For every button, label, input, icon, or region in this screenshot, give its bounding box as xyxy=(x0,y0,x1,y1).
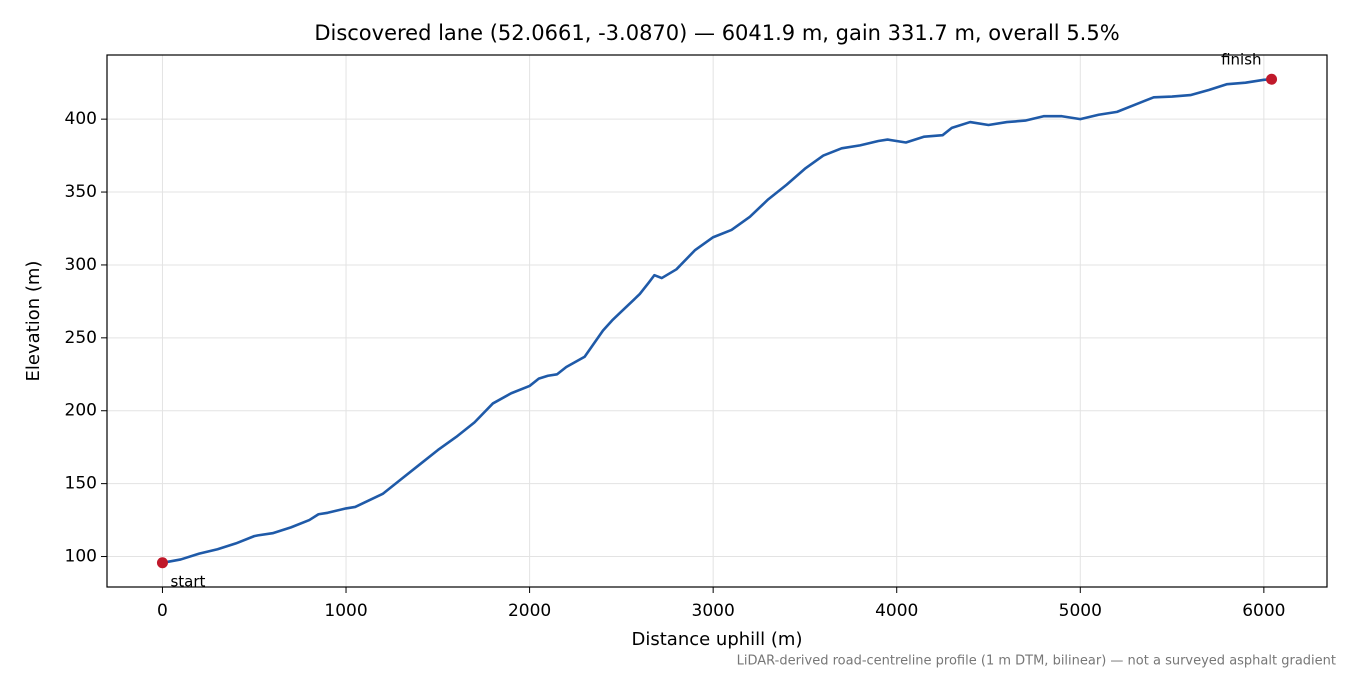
y-axis-label: Elevation (m) xyxy=(23,261,44,382)
x-tick-label: 2000 xyxy=(508,601,551,621)
endpoint-marker xyxy=(156,557,168,569)
y-tick-label: 250 xyxy=(65,328,97,348)
x-tick-label: 0 xyxy=(157,601,168,621)
x-tick-label: 5000 xyxy=(1059,601,1102,621)
y-tick-label: 100 xyxy=(65,547,97,567)
y-tick-label: 200 xyxy=(65,401,97,421)
y-tick-label: 150 xyxy=(65,474,97,494)
y-tick-label: 350 xyxy=(65,182,97,202)
x-axis-label: Distance uphill (m) xyxy=(632,629,803,650)
chart-title: Discovered lane (52.0661, -3.0870) — 604… xyxy=(314,21,1119,45)
plot-frame xyxy=(106,54,1328,588)
x-tick-label: 6000 xyxy=(1242,601,1285,621)
y-tick-label: 400 xyxy=(65,109,97,129)
y-tick-label: 300 xyxy=(65,255,97,275)
x-tick-label: 3000 xyxy=(692,601,735,621)
footnote: LiDAR-derived road-centreline profile (1… xyxy=(737,654,1336,669)
endpoint-label: finish xyxy=(1221,51,1261,69)
endpoint-marker xyxy=(1266,73,1278,85)
x-tick-label: 1000 xyxy=(324,601,367,621)
elevation-line xyxy=(162,77,1272,565)
x-tick-label: 4000 xyxy=(875,601,918,621)
endpoint-label: start xyxy=(170,572,205,590)
